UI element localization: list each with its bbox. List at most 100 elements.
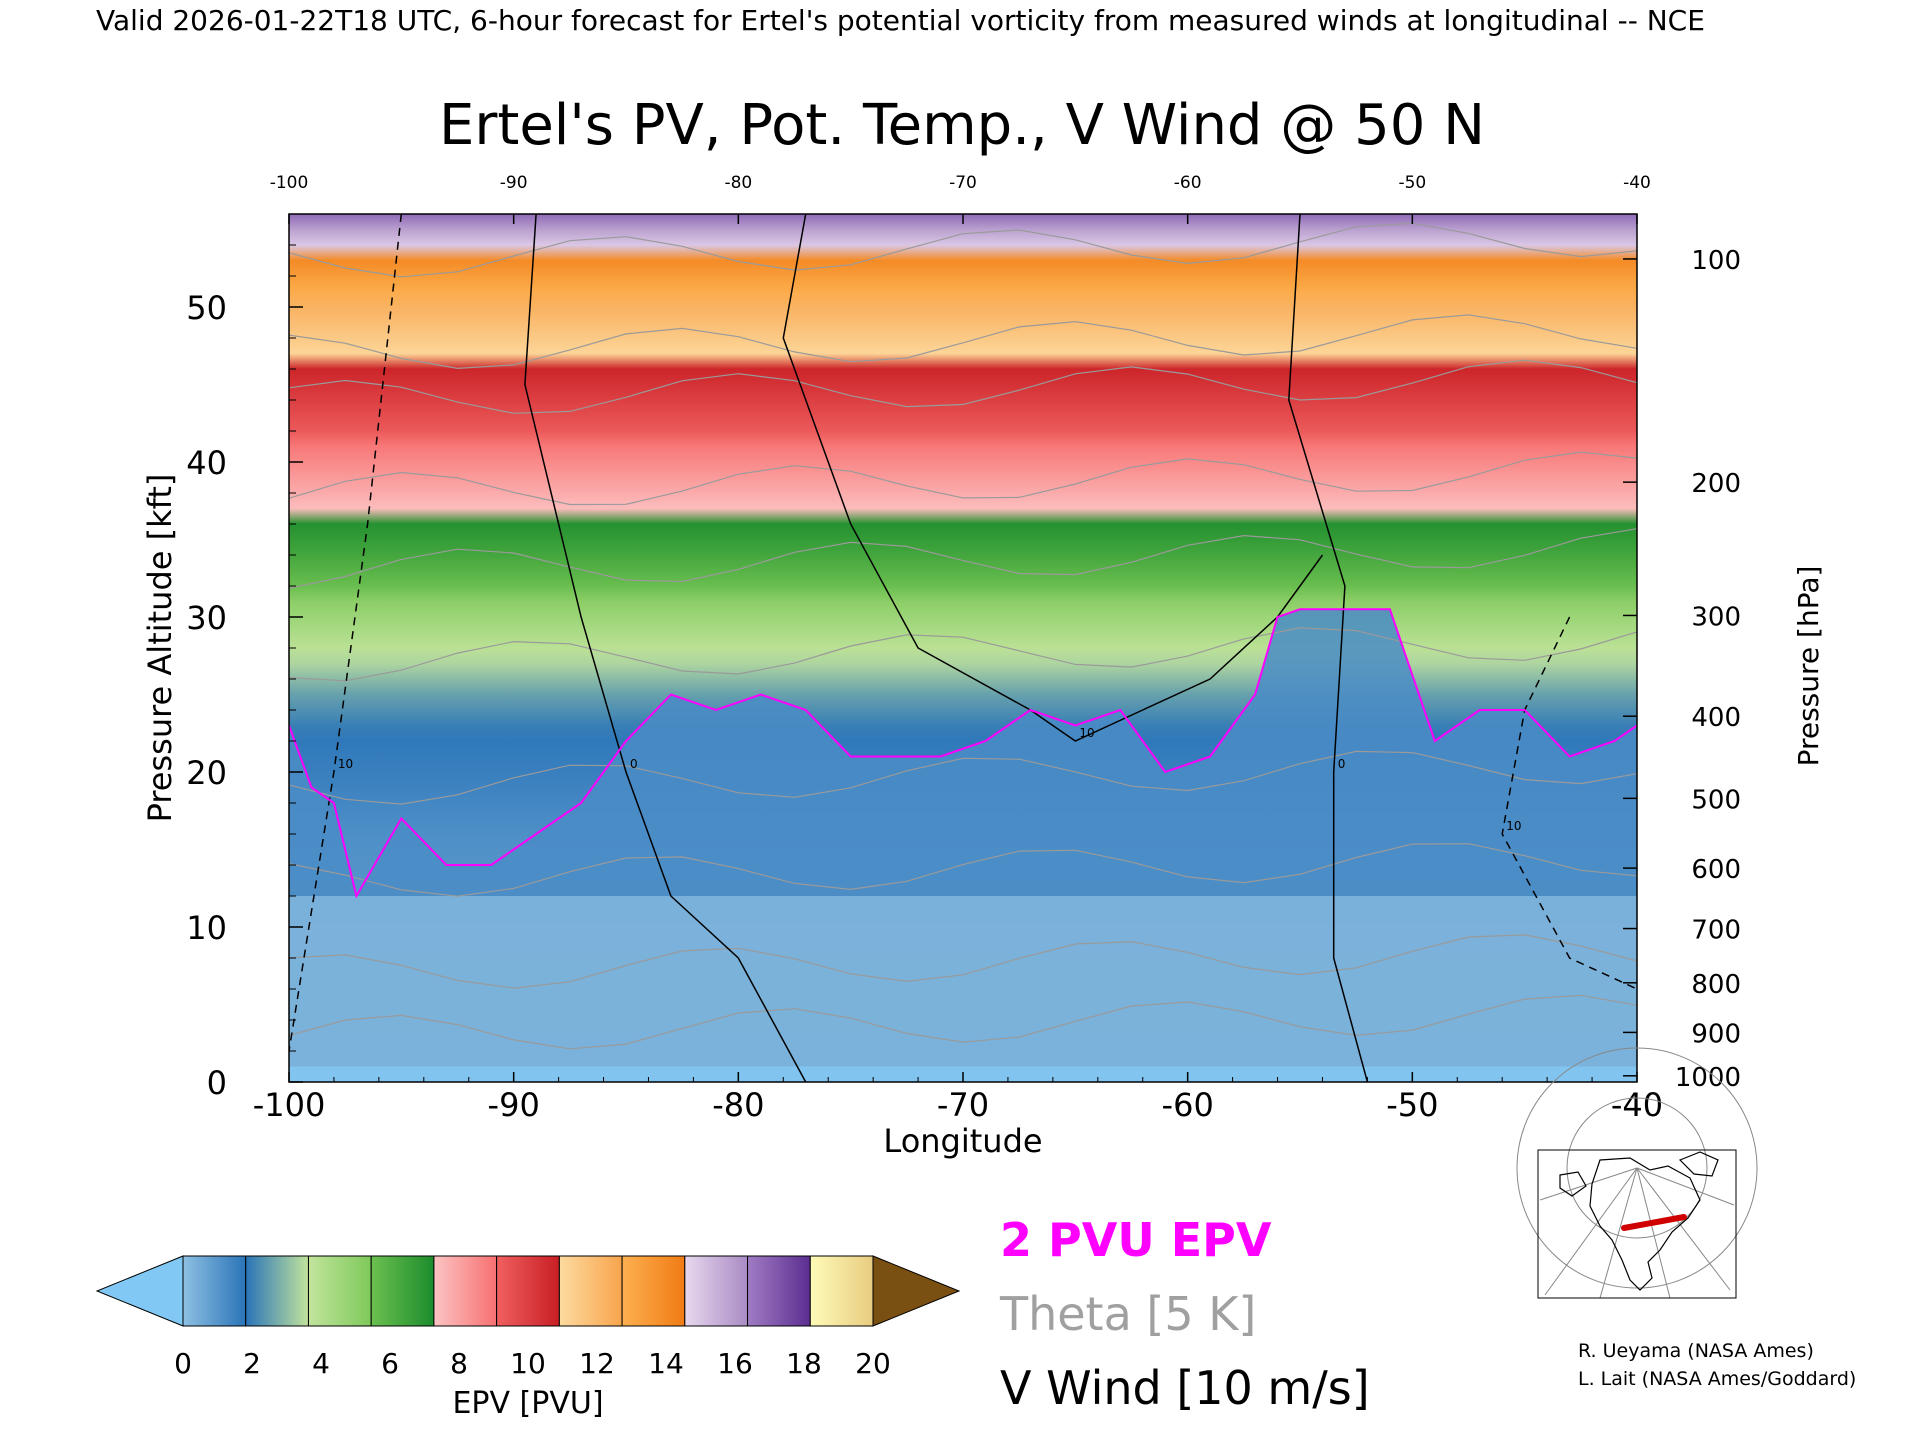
field-overlays xyxy=(289,609,1637,1082)
colorbar-bin-5 xyxy=(496,1255,560,1327)
x-tick-label-bottom-4: -60 xyxy=(1162,1086,1214,1124)
locator-map-graticule xyxy=(1516,1047,1758,1299)
v-wind-contours: 0 10 0 10 10 xyxy=(289,214,1637,1082)
colorbar-tick-8: 16 xyxy=(717,1347,753,1380)
colorbar-bin-10 xyxy=(809,1255,874,1327)
y-tick-label-right-9: 1000 xyxy=(1675,1063,1741,1093)
v-wind-contour-0 xyxy=(524,214,807,1082)
colorbar-tick-3: 6 xyxy=(381,1347,399,1380)
y-tick-label-right-0: 100 xyxy=(1691,246,1741,276)
colorbar-bin-8 xyxy=(684,1255,749,1327)
x-axis-top: -100 -90 -80 -70 -60 -50 -40 xyxy=(270,173,1651,224)
theta-contours xyxy=(289,222,1637,1050)
v-wind-contour-1 xyxy=(782,214,1324,742)
colorbar-tick-0: 0 xyxy=(174,1347,192,1380)
x-tick-label-top-2: -80 xyxy=(724,173,752,193)
theta-contour-270 xyxy=(289,994,1637,1050)
valid-time-header: Valid 2026-01-22T18 UTC, 6-hour forecast… xyxy=(96,4,1705,37)
colorbar-bin-4 xyxy=(433,1255,498,1327)
lower-troposphere-fill xyxy=(289,896,1637,1082)
y-tick-label-left-5: 50 xyxy=(186,289,227,327)
x-tick-label-top-3: -70 xyxy=(949,173,977,193)
colorbar-under-arrow xyxy=(95,1255,184,1327)
x-tick-label-top-4: -60 xyxy=(1174,173,1202,193)
x-axis-bottom: -100 -90 -80 -70 -60 -50 -40 xyxy=(253,1072,1663,1124)
x-tick-label-bottom-0: -100 xyxy=(253,1086,326,1124)
x-axis-label: Longitude xyxy=(883,1122,1042,1160)
y-tick-label-right-5: 600 xyxy=(1691,855,1741,885)
x-tick-label-bottom-2: -80 xyxy=(712,1086,764,1124)
colorbar-tick-5: 10 xyxy=(510,1347,546,1380)
theta-contour-340 xyxy=(289,528,1637,589)
theta-contour-300 xyxy=(289,750,1637,805)
y-tick-label-right-1: 200 xyxy=(1691,469,1741,499)
colorbar-tick-4: 8 xyxy=(450,1347,468,1380)
colorbar-over-arrow xyxy=(872,1255,961,1327)
credit-line-1: R. Ueyama (NASA Ames) xyxy=(1578,1340,1814,1362)
x-tick-label-top-5: -50 xyxy=(1398,173,1426,193)
legend-pv2: 2 PVU EPV xyxy=(1000,1213,1272,1267)
y-tick-label-left-3: 30 xyxy=(186,599,227,637)
colorbar-tick-10: 20 xyxy=(855,1347,891,1380)
v-wind-contour-label-3: 10 xyxy=(338,757,353,771)
x-tick-label-bottom-6: -40 xyxy=(1611,1086,1663,1124)
y-axis-left: 0 10 20 30 40 50 xyxy=(186,213,303,1102)
v-wind-contour-4 xyxy=(1501,616,1637,990)
v-wind-contour-label-0: 0 xyxy=(630,757,638,771)
y-tick-label-left-0: 0 xyxy=(207,1064,227,1102)
colorbar-bin-2 xyxy=(307,1255,372,1327)
y-tick-label-right-3: 400 xyxy=(1691,703,1741,733)
y-tick-label-right-6: 700 xyxy=(1691,916,1741,946)
theta-contour-290 xyxy=(289,843,1637,897)
plot-area: 0 10 0 10 10 xyxy=(288,213,1638,1083)
y-tick-label-right-8: 900 xyxy=(1691,1019,1741,1049)
legend-theta: Theta [5 K] xyxy=(999,1287,1256,1341)
colorbar-label: EPV [PVU] xyxy=(452,1386,603,1421)
x-tick-label-bottom-5: -50 xyxy=(1386,1086,1438,1124)
theta-contour-360 xyxy=(289,451,1637,506)
x-tick-label-top-0: -100 xyxy=(270,173,309,193)
x-tick-label-bottom-1: -90 xyxy=(488,1086,540,1124)
colorbar-bin-9 xyxy=(747,1255,811,1327)
chart-title: Ertel's PV, Pot. Temp., V Wind @ 50 N xyxy=(439,93,1485,158)
y-tick-label-left-4: 40 xyxy=(186,444,227,482)
pv2-contour-line xyxy=(289,608,1637,899)
colorbar-bin-3 xyxy=(370,1255,435,1327)
colorbar-tick-7: 14 xyxy=(648,1347,684,1380)
colorbar-tick-1: 2 xyxy=(243,1347,261,1380)
colorbar-tick-2: 4 xyxy=(312,1347,330,1380)
colorbar-bin-7 xyxy=(621,1255,686,1327)
colorbar-bin-0 xyxy=(182,1255,247,1327)
y-tick-label-left-2: 20 xyxy=(186,754,227,792)
x-tick-label-top-6: -40 xyxy=(1623,173,1651,193)
theta-contour-390 xyxy=(289,314,1637,370)
y-tick-label-right-4: 500 xyxy=(1691,785,1741,815)
v-wind-contour-label-2: 0 xyxy=(1338,757,1346,771)
theta-contour-280 xyxy=(289,934,1637,989)
y-axis-right: 100 200 300 400 500 600 700 800 900 1000 xyxy=(1623,246,1741,1093)
y-tick-label-right-2: 300 xyxy=(1691,602,1741,632)
colorbar-tick-6: 12 xyxy=(579,1347,615,1380)
theta-contour-380 xyxy=(289,359,1637,414)
y-tick-label-left-1: 10 xyxy=(186,909,227,947)
y-tick-label-right-7: 800 xyxy=(1691,970,1741,1000)
v-wind-contour-2 xyxy=(1288,214,1369,1082)
theta-contour-320 xyxy=(289,627,1637,682)
y-axis-right-label: Pressure [hPa] xyxy=(1792,566,1825,767)
credit-line-2: L. Lait (NASA Ames/Goddard) xyxy=(1578,1368,1856,1390)
v-wind-contour-label-1: 10 xyxy=(1079,726,1094,740)
colorbar-bin-1 xyxy=(245,1255,309,1327)
colorbar: 0 2 4 6 8 10 12 14 16 18 20 xyxy=(95,1255,961,1380)
v-wind-contour-label-4: 10 xyxy=(1506,819,1521,833)
legend-vwind: V Wind [10 m/s] xyxy=(1000,1361,1370,1415)
x-tick-label-bottom-3: -70 xyxy=(937,1086,989,1124)
v-wind-contour-3 xyxy=(289,214,403,1052)
x-tick-label-top-1: -90 xyxy=(500,173,528,193)
locator-map xyxy=(1516,1047,1758,1299)
colorbar-tick-9: 18 xyxy=(786,1347,822,1380)
locator-map-section-line xyxy=(1621,1214,1687,1231)
y-axis-left-label: Pressure Altitude [kft] xyxy=(141,474,179,823)
colorbar-bin-6 xyxy=(558,1255,623,1327)
locator-map-landmass xyxy=(1559,1151,1719,1291)
